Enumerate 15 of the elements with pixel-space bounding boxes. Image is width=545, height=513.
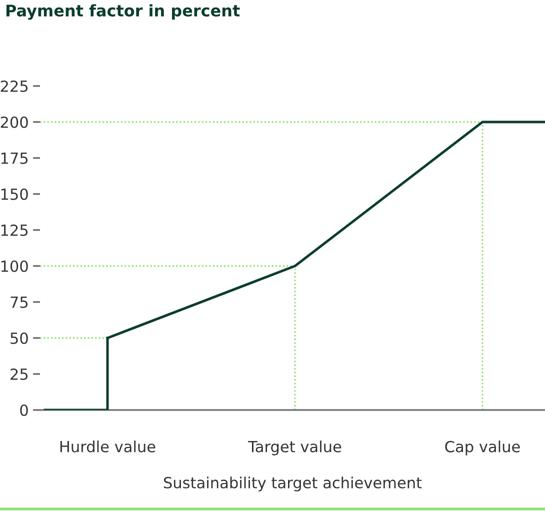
x-tick-label: Target value bbox=[248, 440, 342, 456]
y-tick-label: 75 bbox=[10, 296, 28, 308]
y-tick-label: 100 bbox=[1, 260, 28, 272]
x-axis-title: Sustainability target achievement bbox=[164, 476, 422, 492]
y-tick-label: 175 bbox=[1, 152, 28, 164]
chart-title: Payment factor in percent bbox=[6, 4, 240, 20]
y-tick-label: 225 bbox=[0, 80, 28, 92]
x-tick-label: Hurdle value bbox=[60, 440, 156, 452]
y-tick-label: 150 bbox=[1, 188, 28, 200]
x-tick-label: Cap value bbox=[445, 440, 520, 456]
y-tick-label: 50 bbox=[10, 332, 28, 344]
y-tick-label: 25 bbox=[10, 368, 28, 380]
y-tick-label: 0 bbox=[20, 404, 28, 416]
y-tick-label: 200 bbox=[0, 116, 28, 128]
y-tick-label: 125 bbox=[1, 224, 28, 236]
